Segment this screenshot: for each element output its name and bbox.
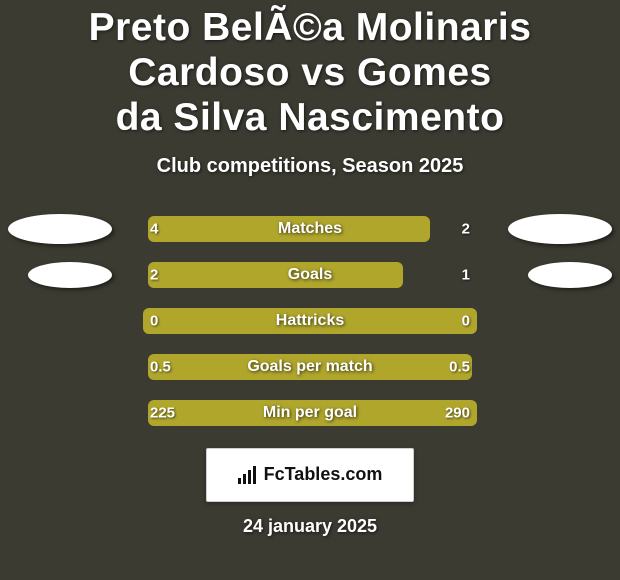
stat-label: Goals per match	[247, 358, 372, 376]
footer-date: 24 january 2025	[0, 516, 620, 537]
brand-text: FcTables.com	[264, 464, 383, 485]
title-line-1: Preto BelÃ©a Molinaris Cardoso vs Gomes	[89, 6, 532, 94]
subtitle: Club competitions, Season 2025	[0, 155, 620, 178]
bar-chart-icon	[238, 466, 258, 484]
stat-row: 225 290 Min per goal	[0, 390, 620, 436]
title-line-2: da Silva Nascimento	[116, 96, 505, 139]
stat-value-right: 290	[445, 404, 470, 421]
stat-bar-left	[148, 262, 310, 288]
stat-row: 0.5 0.5 Goals per match	[0, 344, 620, 390]
stat-value-right: 2	[462, 220, 470, 237]
stat-value-right: 0	[462, 312, 470, 329]
player-marker-left	[28, 262, 112, 288]
stat-label: Min per goal	[263, 404, 357, 422]
stat-row: 2 1 Goals	[0, 252, 620, 298]
stat-value-left: 4	[150, 220, 158, 237]
stat-bar: 2 1 Goals	[138, 262, 482, 288]
stat-value-right: 1	[462, 266, 470, 283]
stat-row: 4 2 Matches	[0, 206, 620, 252]
stat-bar: 0.5 0.5 Goals per match	[138, 354, 482, 380]
stat-bar: 4 2 Matches	[138, 216, 482, 242]
player-marker-left	[8, 214, 112, 244]
stat-value-left: 0	[150, 312, 158, 329]
stat-label: Goals	[288, 266, 332, 284]
stat-value-left: 225	[150, 404, 175, 421]
stat-value-left: 2	[150, 266, 158, 283]
player-marker-right	[508, 214, 612, 244]
stats-rows: 4 2 Matches 2 1 Goals 0 0 Hattricks 0.5 0.5 Goals p…	[0, 206, 620, 436]
stat-label: Matches	[278, 220, 342, 238]
stat-row: 0 0 Hattricks	[0, 298, 620, 344]
stat-bar: 225 290 Min per goal	[138, 400, 482, 426]
stat-value-left: 0.5	[150, 358, 171, 375]
stat-label: Hattricks	[276, 312, 344, 330]
player-marker-right	[528, 262, 612, 288]
stat-bar: 0 0 Hattricks	[138, 308, 482, 334]
brand-box: FcTables.com	[206, 448, 414, 502]
stat-value-right: 0.5	[449, 358, 470, 375]
